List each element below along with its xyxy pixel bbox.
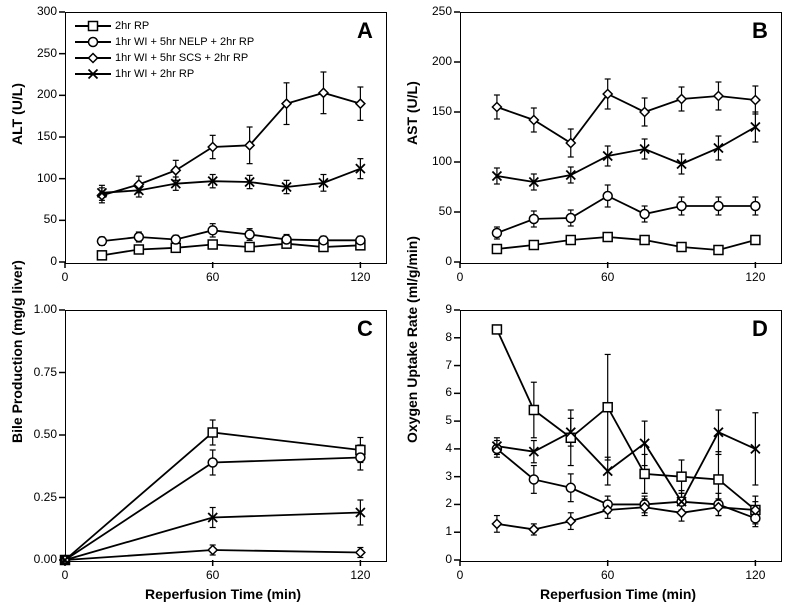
y-tick-label: 0 — [408, 552, 452, 566]
x-tick-label: 60 — [593, 568, 623, 582]
x-tick-label: 0 — [50, 270, 80, 284]
figure-root: 060120050100150200250300ALT (U/L)A060120… — [0, 0, 800, 596]
legend-item: 1hr WI + 2hr RP — [75, 66, 254, 82]
panel-C: 0601200.000.250.500.751.00 — [65, 310, 385, 560]
x-tick-label: 0 — [50, 568, 80, 582]
x-tick-label: 0 — [445, 568, 475, 582]
y-tick-label: 100 — [408, 154, 452, 168]
legend-label: 1hr WI + 5hr SCS + 2hr RP — [115, 52, 248, 64]
y-axis-label-A: ALT (U/L) — [9, 125, 25, 145]
y-tick-label: 100 — [13, 171, 57, 185]
plot-svg-C — [65, 310, 385, 560]
x-tick-label: 60 — [198, 568, 228, 582]
x-tick-label: 120 — [740, 568, 770, 582]
plot-svg-B — [460, 12, 780, 262]
panel-letter-D: D — [752, 316, 768, 342]
y-tick-label: 250 — [13, 46, 57, 60]
y-tick-label: 50 — [13, 212, 57, 226]
legend-item: 2hr RP — [75, 18, 254, 34]
y-tick-label: 2 — [408, 496, 452, 510]
legend: 2hr RP 1hr WI + 5hr NELP + 2hr RP 1hr WI +… — [75, 18, 254, 82]
panel-letter-A: A — [357, 18, 373, 44]
y-tick-label: 3 — [408, 469, 452, 483]
x-tick-label: 120 — [345, 568, 375, 582]
y-tick-label: 300 — [13, 4, 57, 18]
x-tick-label: 120 — [740, 270, 770, 284]
legend-item: 1hr WI + 5hr NELP + 2hr RP — [75, 34, 254, 50]
y-tick-label: 250 — [408, 4, 452, 18]
y-tick-label: 0.00 — [13, 552, 57, 566]
legend-item: 1hr WI + 5hr SCS + 2hr RP — [75, 50, 254, 66]
panel-B: 060120050100150200250 — [460, 12, 780, 262]
y-axis-label-D: Oxygen Uptake Rate (ml/g/min) — [404, 423, 420, 443]
legend-label: 1hr WI + 5hr NELP + 2hr RP — [115, 36, 254, 48]
y-axis-label-B: AST (U/L) — [404, 125, 420, 145]
y-tick-label: 1 — [408, 524, 452, 538]
plot-svg-D — [460, 310, 780, 560]
y-tick-label: 200 — [408, 54, 452, 68]
legend-label: 1hr WI + 2hr RP — [115, 68, 194, 80]
y-tick-label: 50 — [408, 204, 452, 218]
x-tick-label: 0 — [445, 270, 475, 284]
x-tick-label: 120 — [345, 270, 375, 284]
panel-letter-C: C — [357, 316, 373, 342]
panel-letter-B: B — [752, 18, 768, 44]
legend-label: 2hr RP — [115, 20, 149, 32]
x-axis-label-C: Reperfusion Time (min) — [145, 586, 301, 602]
x-axis-label-D: Reperfusion Time (min) — [540, 586, 696, 602]
panel-D: 0601200123456789 — [460, 310, 780, 560]
y-axis-label-C: Bile Production (mg/g liver) — [9, 423, 25, 443]
x-tick-label: 60 — [198, 270, 228, 284]
y-tick-label: 0.25 — [13, 490, 57, 504]
x-tick-label: 60 — [593, 270, 623, 284]
